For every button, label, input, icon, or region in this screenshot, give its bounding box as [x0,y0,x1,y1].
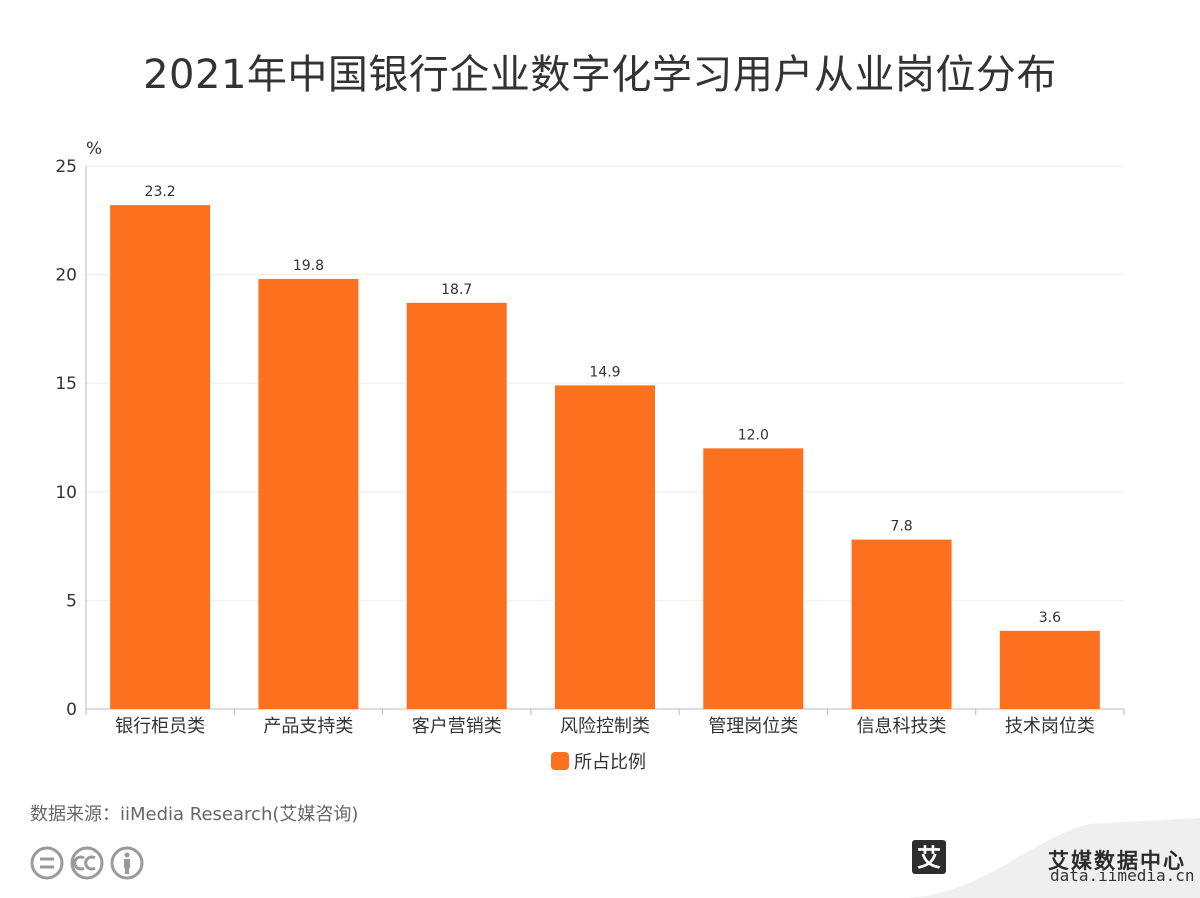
brand-watermark: 艾 [900,818,1200,898]
bar [110,205,211,709]
data-label: 18.7 [441,282,472,298]
x-tick-label: 风险控制类 [560,716,650,737]
bar [999,630,1100,709]
y-tick-label: 10 [55,483,77,503]
chart-title: 2021年中国银行企业数字化学习用户从业岗位分布 [143,52,1057,98]
cc-license-icons [30,846,144,880]
x-tick-label: 客户营销类 [412,716,502,737]
data-source: 数据来源：iiMedia Research(艾媒咨询) [30,804,359,825]
x-tick-label: 产品支持类 [263,716,353,737]
data-label: 7.8 [890,519,912,535]
legend-label: 所占比例 [574,752,646,773]
brand-logo-char: 艾 [917,844,941,872]
brand-name: 艾媒数据中心 [1048,849,1186,873]
data-label: 23.2 [145,184,176,200]
x-tick-label: 技术岗位类 [1005,716,1095,737]
y-tick-label: 25 [55,157,77,177]
data-label: 14.9 [589,364,620,380]
y-tick-label: 5 [66,591,77,611]
x-tick-label: 信息科技类 [857,716,947,737]
x-tick-label: 银行柜员类 [115,716,205,737]
attribution-person-icon [110,846,144,880]
y-tick-label: 0 [66,700,77,720]
brand-url: data.iimedia.cn [1050,866,1195,885]
legend-swatch [551,752,569,770]
bar [851,539,952,709]
data-label: 3.6 [1039,610,1061,626]
bar [703,448,804,709]
data-label: 12.0 [738,427,769,443]
bar [406,302,507,709]
y-tick-label: 20 [55,266,77,286]
bar [555,385,655,709]
equal-icon [30,846,64,880]
data-label: 19.8 [293,258,324,274]
y-tick-label: 15 [55,374,77,394]
bar-chart: 0 5 10 15 20 25% 23.2 银行柜员类 19.8 产品支持类 18.7 客户营销类 14… [55,139,1125,773]
x-tick-label: 管理岗位类 [708,716,798,737]
brand-logo-icon [912,840,946,874]
y-axis-label: % [86,139,102,159]
creative-commons-icon [70,846,104,880]
bar [258,278,359,709]
